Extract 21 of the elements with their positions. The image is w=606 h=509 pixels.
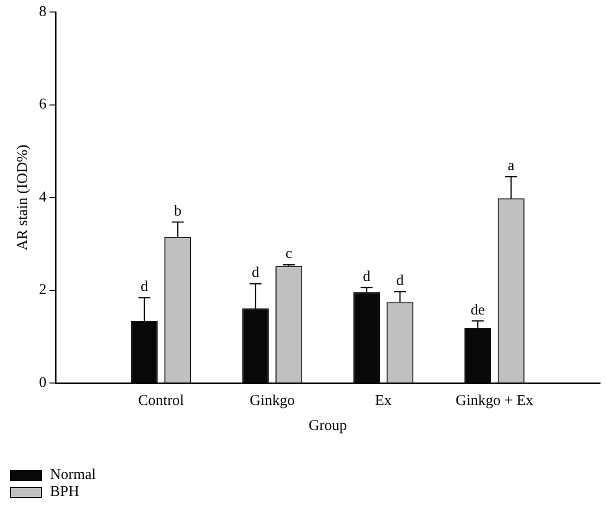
annotation: a	[508, 158, 515, 174]
y-tick-label: 8	[39, 4, 46, 20]
legend-label: Normal	[50, 467, 96, 484]
x-axis-title: Group	[308, 418, 347, 434]
x-tick-label: Ginkgo + Ex	[456, 392, 534, 409]
annotation: de	[470, 302, 486, 318]
x-tick-label: Ginkgo	[250, 392, 295, 409]
y-tick-label: 0	[39, 374, 46, 391]
annotation: d	[252, 265, 260, 282]
y-tick-label: 6	[39, 96, 47, 113]
y-axis-title: AR stain (IOD%)	[14, 144, 31, 250]
y-tick-label: 2	[39, 282, 46, 298]
annotation: d	[396, 273, 404, 290]
annotation: d	[362, 268, 371, 285]
annotation: d	[140, 279, 149, 296]
x-tick-label: Control	[138, 392, 184, 409]
legend-label: BPH	[50, 484, 80, 501]
annotation: c	[286, 246, 293, 262]
x-tick-label: Ex	[374, 392, 392, 409]
y-tick-label: 4	[39, 189, 47, 206]
annotation: b	[174, 204, 182, 220]
